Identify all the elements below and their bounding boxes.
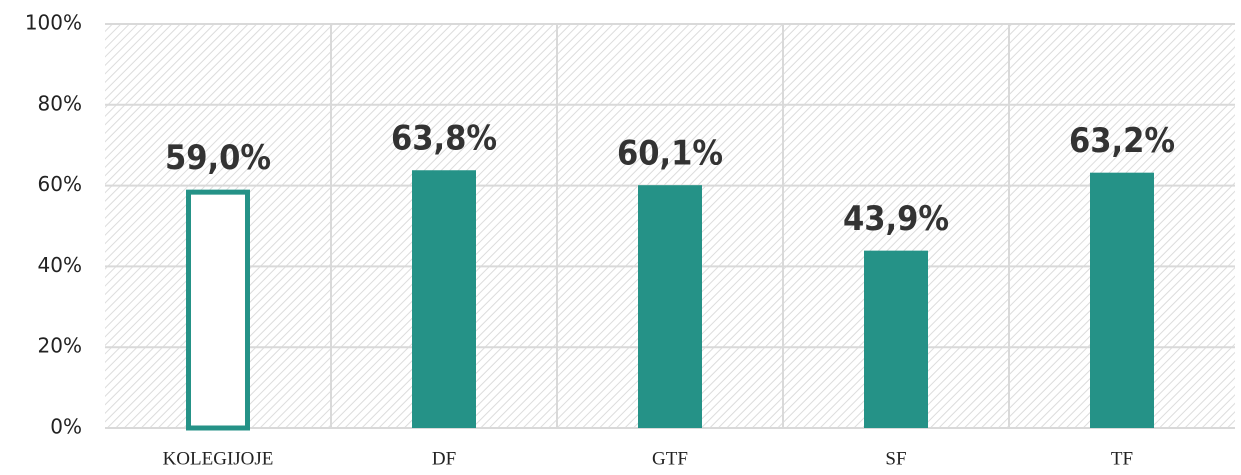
bar: [186, 189, 250, 431]
y-tick-label: 0%: [50, 415, 82, 439]
x-tick-label: SF: [885, 448, 906, 469]
y-tick-label: 60%: [38, 172, 82, 196]
x-tick-label: GTF: [652, 448, 688, 469]
bar: [864, 250, 928, 428]
value-label: 60,1%: [617, 134, 723, 174]
y-tick-label: 40%: [38, 253, 82, 277]
value-label: 63,2%: [1069, 121, 1175, 161]
bar: [1090, 172, 1154, 428]
y-tick-label: 20%: [38, 334, 82, 358]
bar: [412, 170, 476, 429]
value-label: 63,8%: [391, 119, 497, 159]
x-tick-label: KOLEGIJOJE: [163, 448, 274, 469]
x-tick-label: TF: [1111, 448, 1133, 469]
bar: [638, 185, 702, 428]
value-label: 43,9%: [843, 199, 949, 239]
y-tick-label: 80%: [38, 91, 82, 115]
value-label: 59,0%: [165, 138, 271, 178]
y-tick-label: 100%: [25, 11, 82, 35]
x-tick-label: DF: [432, 448, 456, 469]
